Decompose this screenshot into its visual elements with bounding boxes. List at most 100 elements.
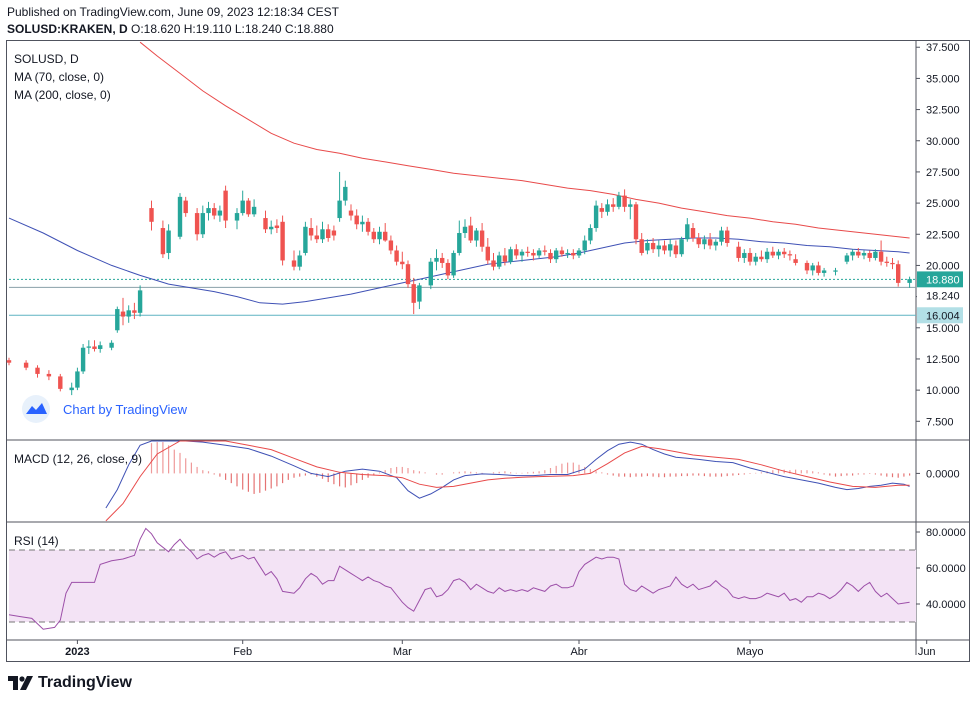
candle (308, 218, 314, 241)
candle-body (445, 262, 451, 276)
candle (776, 249, 781, 260)
candle (861, 250, 867, 260)
rsi-tick-label: 60.0000 (926, 563, 966, 575)
price-tick-label: 37.500 (926, 42, 960, 54)
candle (274, 219, 280, 234)
candle (149, 200, 154, 231)
candle-body (80, 347, 86, 372)
candle-body (599, 208, 604, 212)
candle (896, 260, 901, 287)
candle (628, 199, 633, 220)
candle-body (291, 260, 297, 267)
candle (223, 185, 228, 229)
candle (673, 240, 679, 258)
candle (411, 277, 416, 315)
candle (605, 199, 610, 216)
macd-histogram (150, 442, 911, 494)
candle (747, 247, 753, 266)
candle-body (833, 270, 838, 272)
price-tick-label: 32.500 (926, 105, 960, 117)
candles (6, 171, 912, 396)
candle-body (514, 249, 519, 256)
candle (75, 367, 80, 391)
candle (58, 373, 63, 392)
candle-body (605, 204, 610, 212)
candle (770, 246, 775, 258)
candle (479, 223, 485, 252)
candle (98, 341, 103, 353)
ma200-line (139, 41, 910, 239)
candle-body (519, 251, 525, 256)
candle (650, 238, 656, 253)
candle-body (873, 251, 878, 258)
candle-body (742, 252, 747, 258)
candle-body (326, 229, 331, 239)
candle-body (759, 256, 764, 260)
ma70-line (8, 217, 910, 305)
candle (633, 201, 639, 245)
candle (804, 260, 810, 275)
candle (194, 208, 200, 241)
candle-body (149, 208, 154, 222)
level-price-tag-label: 16.004 (926, 310, 960, 322)
candle-body (696, 238, 701, 245)
candle (109, 340, 114, 351)
candle (337, 171, 342, 222)
candle-body (844, 255, 850, 262)
price-tick-label: 22.500 (926, 229, 960, 241)
candle-body (668, 244, 673, 251)
candle (80, 343, 86, 374)
candle-body (611, 204, 616, 207)
published-line: Published on TradingView.com, June 09, 2… (7, 5, 339, 19)
candle-body (622, 195, 627, 207)
candle (212, 203, 217, 220)
candle (559, 246, 565, 257)
candle (696, 233, 701, 248)
candle-body (474, 230, 479, 241)
low-price-tag-bg (917, 287, 963, 304)
low-price-tag-label: 18.240 (926, 290, 960, 302)
price-tick-label: 20.000 (926, 260, 960, 272)
candle-body (263, 218, 268, 230)
candle-body (405, 264, 411, 285)
last-price-tag: 18.880 (917, 271, 963, 288)
symbol-ohlc-line: SOLUSD:KRAKEN, D O:18.620 H:19.110 L:18.… (7, 22, 334, 36)
candle-body (884, 261, 889, 263)
candle-body (479, 230, 485, 247)
price-tags: 18.880 18.240 16.004 (917, 271, 963, 324)
price-tick-label: 25.000 (926, 198, 960, 210)
candle-body (177, 196, 183, 237)
candle-body (707, 239, 713, 246)
candle (405, 260, 411, 288)
candle-body (348, 210, 354, 216)
candle-body (126, 310, 131, 317)
candle (166, 224, 171, 260)
candle (759, 250, 764, 262)
price-levels (9, 278, 916, 316)
candle (719, 226, 724, 246)
time-axis: 2023FebMarAbrMayoJunJul20 (65, 640, 936, 658)
candle (137, 285, 143, 317)
candle (536, 247, 542, 258)
candle-body (713, 241, 718, 246)
candle (485, 238, 490, 265)
candle-body (269, 226, 274, 230)
brand-name: TradingView (38, 674, 132, 691)
candle (599, 203, 604, 219)
candle-body (400, 261, 405, 265)
watermark-badge (22, 395, 50, 423)
candle (69, 382, 74, 396)
brand-footer: TradingView (8, 674, 132, 692)
candle (576, 247, 582, 258)
candle-body (736, 246, 741, 258)
candle-body (593, 205, 599, 229)
last-price-tag-bg (917, 271, 963, 288)
candle (548, 249, 553, 263)
candle-body (816, 265, 821, 273)
candle-body (308, 228, 314, 236)
candle (850, 249, 855, 261)
candle-body (468, 225, 473, 241)
candle-body (206, 208, 211, 214)
candle (35, 365, 40, 378)
